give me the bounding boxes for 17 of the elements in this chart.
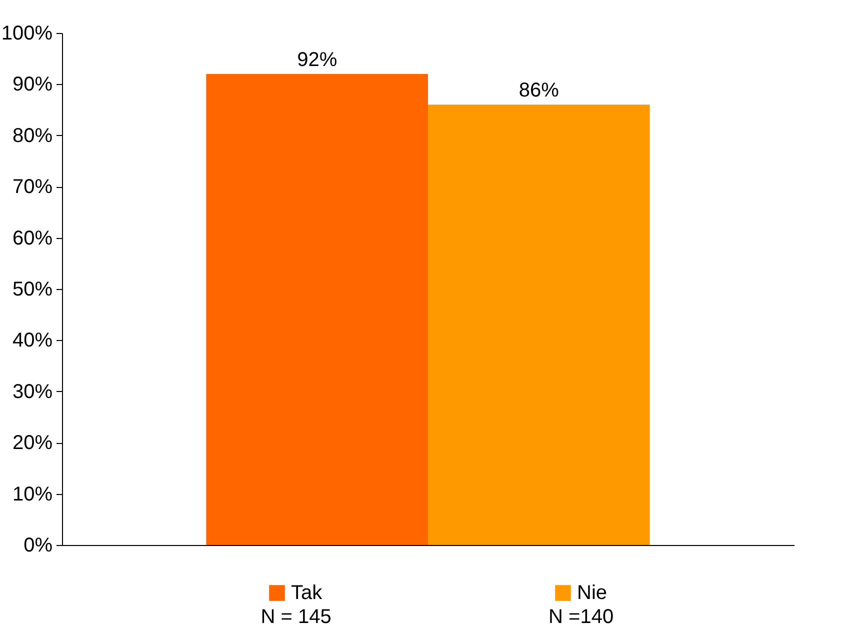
data-label: 92% [297,48,338,71]
legend-label: Tak [291,582,324,604]
y-tick-label: 60% [12,227,53,250]
y-tick-label: 50% [12,278,53,300]
data-label: 86% [518,80,560,102]
y-tick-label: 70% [12,176,53,198]
y-tick-label: 10% [12,483,53,506]
y-tick-label: 80% [12,124,53,147]
y-tick-label: 40% [12,330,53,352]
y-tick-label: 90% [12,74,53,96]
legend-label: Nie [577,582,608,604]
y-tick-label: 0% [24,534,53,556]
y-tick-label: 20% [12,432,53,454]
text: N =140 [548,606,614,629]
y-tick-label: 100% [1,22,53,44]
text: N = 145 [260,606,332,629]
y-tick-label: 30% [12,380,53,403]
